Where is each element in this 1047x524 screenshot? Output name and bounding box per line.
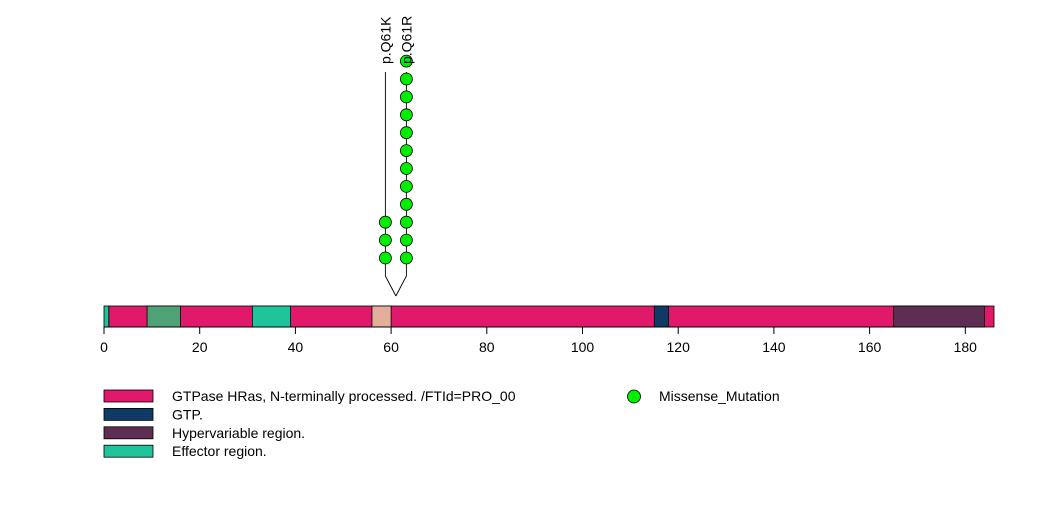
x-tick-label-0: 0 (100, 339, 108, 355)
x-tick-label-160: 160 (858, 339, 882, 355)
domain-segment-c-4 (371, 305, 392, 328)
mutation-points (378, 54, 413, 265)
legend-label-gtp: GTP. (172, 406, 203, 422)
x-tick-label-80: 80 (479, 339, 495, 355)
point-p-q61r-12 (399, 54, 413, 68)
mutation-label-p-q61k: p.Q61K (377, 16, 393, 64)
x-tick-label-140: 140 (762, 339, 786, 355)
legend: GTPase HRas, N-terminally processed. /FT… (103, 388, 780, 459)
point-p-q61k-1 (378, 251, 392, 265)
x-tick-label-20: 20 (192, 339, 208, 355)
legend-swatch-hypervariable-region (103, 426, 154, 440)
legend-swatch-gtpase-hras-n-terminally-processed-ftid-pro-00 (103, 389, 154, 403)
point-p-q61r-11 (399, 72, 413, 86)
point-p-q61r-3 (399, 215, 413, 229)
x-tick-label-120: 120 (667, 339, 691, 355)
legend-mutation-label-missense-mutation: Missense_Mutation (659, 388, 780, 404)
point-p-q61r-8 (399, 126, 413, 140)
legend-swatch-effector-region (103, 444, 154, 458)
x-tick-label-100: 100 (571, 339, 595, 355)
point-p-q61r-6 (399, 162, 413, 175)
x-axis: 0 20 40 60 80 100 120 140 160 180 (100, 326, 978, 355)
x-tick-label-40: 40 (288, 339, 304, 355)
point-p-q61r-7 (399, 144, 413, 158)
point-p-q61r-5 (399, 179, 413, 193)
x-tick-label-60: 60 (383, 339, 399, 355)
legend-label-effector-region: Effector region. (172, 443, 267, 459)
domain-segment-a-1 (103, 305, 110, 328)
legend-label-gtpase-hras-n-terminally-processed-ftid-pro-00: GTPase HRas, N-terminally processed. /FT… (172, 388, 516, 404)
domain-gtp-5 (653, 305, 670, 328)
point-p-q61r-9 (399, 108, 413, 122)
protein-domains (103, 305, 995, 328)
domain-gtpase-hras-n-terminally-processed-ftid-pro-00-0 (108, 305, 995, 328)
domain-segment-b-2 (146, 305, 181, 328)
point-p-q61r-10 (399, 90, 413, 104)
mutation-label-p-q61r: p.Q61R (398, 16, 414, 64)
domain-effector-region-3 (251, 305, 292, 328)
legend-mutation-marker-missense-mutation (627, 389, 641, 404)
point-p-q61k-2 (378, 233, 392, 247)
point-p-q61r-4 (399, 197, 413, 211)
point-p-q61r-2 (399, 233, 413, 247)
legend-swatch-gtp (103, 407, 154, 421)
legend-label-hypervariable-region: Hypervariable region. (172, 425, 305, 441)
point-p-q61r-1 (399, 251, 413, 265)
mutation-labels: p.Q61K p.Q61R (377, 16, 414, 64)
point-p-q61k-3 (378, 215, 392, 229)
domain-hypervariable-region-6 (893, 305, 985, 328)
x-tick-label-180: 180 (954, 339, 978, 355)
